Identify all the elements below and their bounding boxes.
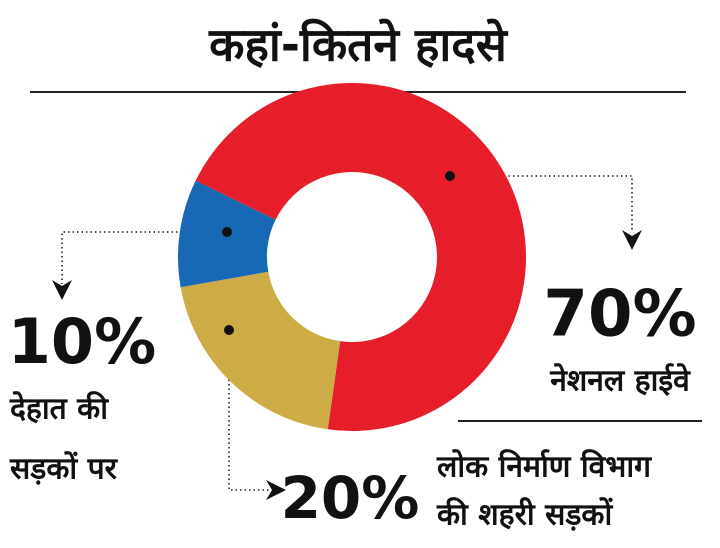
donut-slice (195, 82, 526, 431)
leader-dot (224, 325, 234, 335)
arrow (266, 480, 286, 500)
arrow (52, 280, 72, 300)
value-label: 20% (281, 464, 420, 532)
category-label: लोक निर्माण विभाग (436, 449, 652, 485)
chart-title: कहां-कितने हादसे (208, 18, 509, 72)
leader-dot (222, 227, 232, 237)
donut-slice (180, 271, 341, 430)
category-label: नेशनल हाईवे (549, 363, 691, 399)
leader-line (61, 231, 227, 284)
category-label: सड़कों पर (9, 451, 119, 487)
leader-dot (445, 171, 455, 181)
leaders (52, 175, 642, 500)
category-label: की शहरी सड़कों (436, 497, 613, 533)
value-label: 70% (543, 278, 696, 352)
value-label: 10% (8, 305, 156, 378)
category-label: देहात की (9, 391, 109, 427)
arrow (622, 230, 642, 250)
